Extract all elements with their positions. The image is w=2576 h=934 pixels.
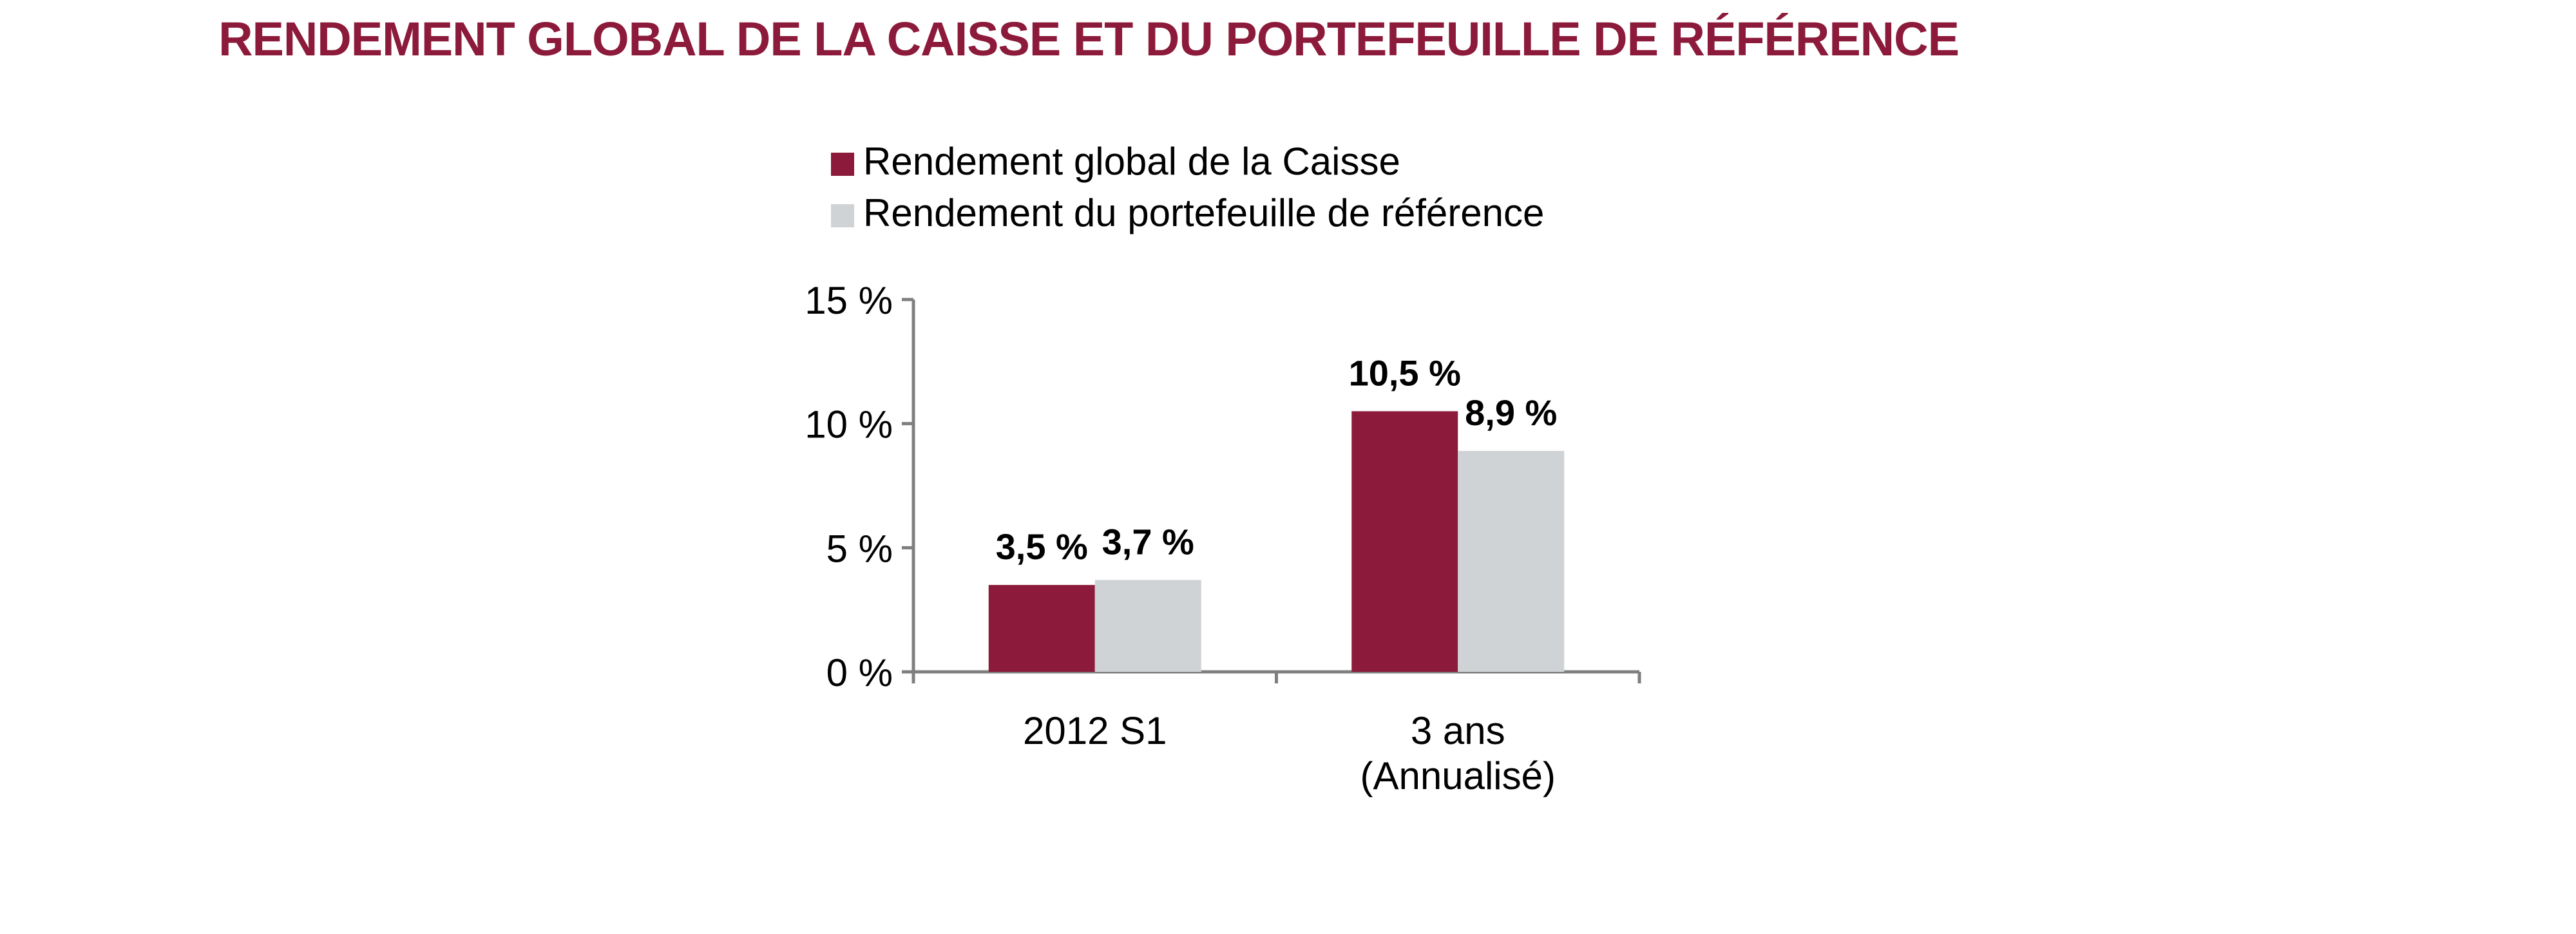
x-tick-label: 2012 S1: [1023, 709, 1167, 752]
bar-series-2-cat-1: [1094, 580, 1201, 672]
bar-series-1-cat-2: [1351, 411, 1458, 672]
data-label-series-1-cat-1: 3,5 %: [996, 526, 1088, 567]
x-tick-label: 3 ans (Annualisé): [1360, 709, 1556, 797]
data-labels: 3,5 % 3,7 % 10,5 %8,9 %: [996, 352, 1558, 567]
bars: [988, 411, 1565, 672]
legend: Rendement global de la Caisse Rendement d…: [831, 140, 1544, 234]
data-label-series-2-cat-1: 3,7 %: [1102, 521, 1194, 562]
bar-series-1-cat-1: [988, 585, 1095, 672]
legend-label-1: Rendement global de la Caisse: [863, 140, 1400, 183]
legend-swatch-2: [831, 204, 854, 227]
x-axis: 2012 S1 3 ans (Annualisé): [911, 670, 1641, 797]
legend-label-2: Rendement du portefeuille de référence: [863, 191, 1544, 234]
y-tick-label: 5 %: [826, 527, 893, 570]
y-tick-label: 10 %: [805, 403, 893, 446]
y-axis: 0 % 5 % 10 % 15 %: [805, 279, 915, 694]
bar-series-2-cat-2: [1458, 451, 1565, 672]
data-label-series-1-cat-2: 10,5 %: [1349, 352, 1461, 393]
legend-swatch-1: [831, 153, 854, 176]
data-label-series-2-cat-2: 8,9 %: [1465, 392, 1557, 433]
y-tick-label: 0 %: [826, 651, 893, 694]
y-tick-label: 15 %: [805, 279, 893, 322]
chart-title: RENDEMENT GLOBAL DE LA CAISSE ET DU PORT…: [218, 12, 1960, 66]
